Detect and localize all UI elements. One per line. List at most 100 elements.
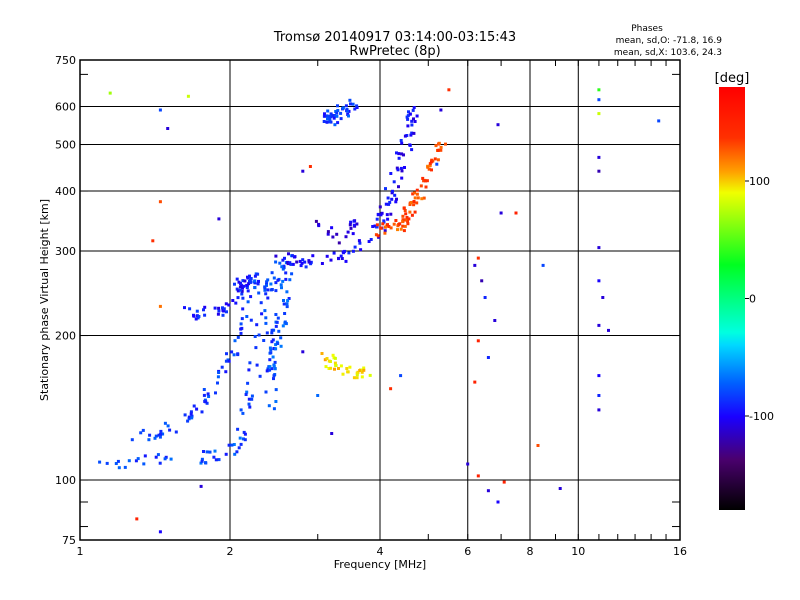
- trace-point: [232, 353, 236, 357]
- trace-point: [163, 421, 167, 425]
- trace-point: [425, 179, 429, 183]
- trace-point: [233, 452, 237, 456]
- scatter-point: [389, 387, 393, 391]
- trace-point: [216, 312, 220, 316]
- trace-point: [388, 200, 392, 204]
- trace-point: [309, 262, 313, 266]
- trace-point: [333, 123, 337, 127]
- trace-point: [158, 435, 162, 439]
- trace-point: [247, 397, 251, 401]
- trace-point: [263, 309, 267, 313]
- trace-point: [236, 427, 240, 431]
- trace-point: [241, 296, 245, 300]
- stats-x-mode: mean, sd,X: 103.6, 24.3: [614, 48, 722, 58]
- scatter-point: [476, 339, 480, 343]
- trace-point: [253, 281, 257, 285]
- trace-point: [238, 285, 242, 289]
- trace-point: [355, 373, 359, 377]
- trace-point: [395, 166, 399, 170]
- trace-point: [247, 282, 251, 286]
- trace-point: [352, 376, 356, 380]
- trace-point: [336, 104, 339, 108]
- trace-point: [403, 224, 407, 228]
- trace-point: [346, 230, 350, 234]
- scatter-point: [541, 263, 545, 267]
- grid-lines: [80, 60, 680, 540]
- trace-point: [362, 366, 366, 370]
- trace-point: [213, 306, 217, 310]
- trace-point: [247, 368, 251, 372]
- trace-point: [427, 167, 431, 171]
- trace-point: [283, 320, 287, 324]
- trace-point: [375, 217, 379, 221]
- trace-point: [235, 450, 239, 454]
- trace-point: [413, 196, 417, 200]
- trace-point: [230, 350, 234, 354]
- trace-point: [257, 279, 260, 283]
- trace-point: [428, 162, 432, 166]
- trace-point: [202, 450, 205, 453]
- scatter-point: [657, 119, 661, 123]
- trace-point: [202, 393, 206, 397]
- trace-point: [282, 264, 286, 268]
- trace-point: [281, 324, 285, 328]
- trace-point: [337, 256, 340, 260]
- x-tick-label: 4: [377, 545, 384, 558]
- trace-point: [224, 302, 228, 306]
- x-tick-label: 8: [527, 545, 534, 558]
- trace-point: [105, 461, 109, 465]
- trace-point: [406, 117, 410, 121]
- x-tick-label: 10: [571, 545, 585, 558]
- trace-point: [281, 258, 285, 262]
- trace-point: [399, 166, 403, 170]
- trace-point: [259, 301, 263, 305]
- trace-point: [335, 232, 339, 236]
- scatter-point: [199, 484, 203, 488]
- scatter-point: [597, 374, 601, 378]
- scatter-point: [158, 108, 162, 112]
- trace-point: [293, 255, 296, 259]
- trace-point: [183, 413, 187, 417]
- y-tick-label: 500: [55, 139, 76, 152]
- trace-point: [274, 254, 278, 258]
- trace-point: [277, 329, 281, 333]
- scatter-point: [158, 304, 162, 308]
- trace-point: [200, 410, 204, 414]
- trace-point: [328, 120, 332, 124]
- trace-point: [362, 368, 366, 372]
- trace-point: [348, 223, 352, 227]
- trace-point: [300, 261, 304, 265]
- trace-point: [323, 358, 327, 362]
- trace-point: [224, 359, 228, 363]
- trace-point: [369, 238, 373, 241]
- trace-point: [213, 449, 217, 453]
- scatter-point: [476, 256, 480, 260]
- trace-point: [236, 335, 240, 339]
- trace-point: [214, 458, 218, 462]
- trace-point: [401, 224, 405, 228]
- trace-point: [147, 438, 151, 442]
- trace-point: [265, 283, 268, 287]
- trace-point: [404, 212, 408, 216]
- trace-point: [282, 299, 285, 302]
- trace-point: [204, 400, 208, 404]
- trace-point: [397, 156, 401, 160]
- trace-point: [246, 276, 250, 280]
- trace-point: [233, 282, 236, 286]
- trace-point: [114, 462, 118, 465]
- trace-point: [189, 412, 193, 416]
- scatter-point: [301, 169, 305, 173]
- x-axis-label: Frequency [MHz]: [334, 558, 426, 571]
- trace-point: [274, 400, 278, 403]
- trace-point: [194, 317, 198, 321]
- trace-point: [408, 210, 412, 214]
- scatter-point: [466, 462, 470, 466]
- trace-point: [274, 260, 278, 264]
- trace-point: [264, 292, 268, 296]
- trace-point: [243, 438, 247, 442]
- trace-point: [166, 424, 170, 428]
- trace-point: [241, 437, 245, 441]
- trace-point: [269, 348, 273, 352]
- trace-point: [232, 443, 236, 446]
- trace-point: [265, 280, 269, 284]
